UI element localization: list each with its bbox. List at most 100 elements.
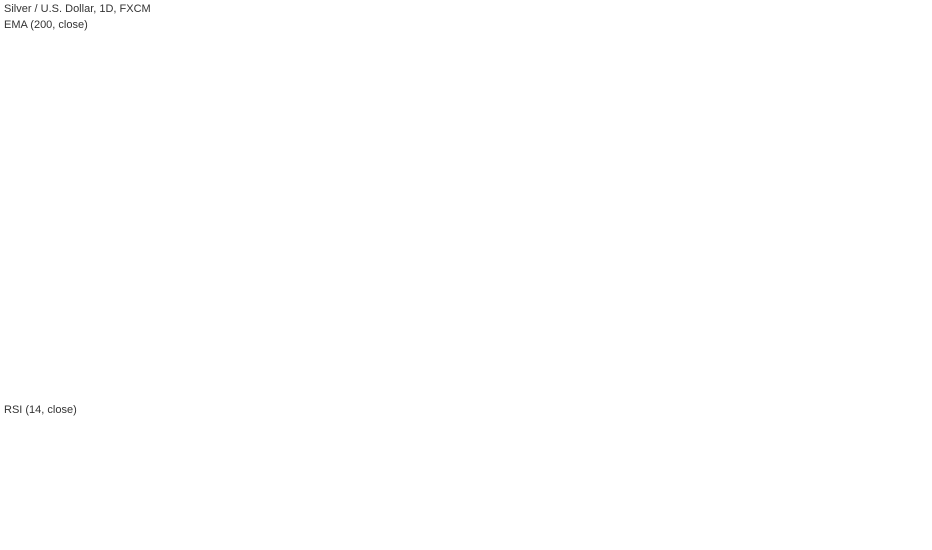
y-tick-label: 15.200 [907,341,932,350]
candle-body [191,191,195,200]
y-tick-label: 15.500 [907,319,932,328]
candle-body [96,339,101,346]
candle-body [56,337,60,346]
candle-body [6,373,11,382]
candle-body [502,127,506,132]
candle-body [281,22,285,61]
candle-body [461,169,465,177]
rsi-legend-label: RSI (14, close) [4,404,77,416]
annotation-label: SL $16.1 [730,271,771,282]
y-tick-label: 14.950 [907,360,932,369]
y-tick-label: 15.800 [907,296,932,305]
candle-body [475,157,479,170]
candle-body [515,169,520,211]
candle-body [178,217,182,248]
x-tick-label: Ma [896,538,909,548]
candle-body [506,131,511,155]
candle-body [38,330,42,342]
candle-body [331,127,335,151]
candle-body [124,255,128,286]
last-price-value: 16.548 [905,240,930,249]
annotation-label-bg [727,194,773,208]
candle-body [542,202,547,211]
candle-body [241,150,245,188]
candle-body [497,127,502,147]
candle-body [142,251,146,256]
x-tick-label: 20 [755,538,765,548]
candle-body [353,105,357,132]
ema-200-line [4,222,613,356]
candle-body [11,356,15,374]
candle-body [547,199,551,203]
candle-body [421,165,425,170]
candle-body [254,112,258,132]
candle-body [403,172,407,188]
candle-body [398,180,402,188]
candle-body [33,330,38,350]
candle-body [51,337,56,340]
rsi-y-tick-label: 60.00 [907,454,928,463]
candle-body [137,240,141,256]
candle-body [101,326,105,340]
rsi-dotted-trendline [505,497,653,521]
rsi-y-tick-label: 80.00 [907,407,928,416]
candle-body [439,157,443,173]
candle-body [83,343,87,357]
candle-body [551,195,556,200]
candle-body [214,180,218,196]
candle-body [389,195,393,215]
candle-body [128,247,132,256]
candle-body [448,184,452,188]
candle-body [74,352,78,365]
candle-body [362,90,366,151]
candle-body [569,199,574,203]
candle-body [326,150,330,170]
candle-body [87,337,92,357]
candle-body [29,343,33,350]
candle-body [592,214,596,216]
candle-body [133,240,137,248]
annotation-label-bg [727,268,771,282]
x-tick-label: 16 [323,538,333,548]
candle-body [380,184,384,203]
candle-body [520,210,524,222]
y-tick-label: 16.800 [907,221,932,230]
x-tick-label: 16 [634,538,644,548]
target-arrow-head [692,158,706,168]
y-tick-label: 19.500 [907,19,932,28]
candle-body [245,150,249,158]
candle-body [335,127,339,136]
candle-body [182,214,186,218]
rsi-band [0,434,902,530]
candle-body [218,180,222,196]
candle-body [155,259,159,263]
candle-body [151,240,155,263]
candle-body [556,195,560,203]
annotation-label: TP1 = $17 [730,197,777,208]
candle-body [587,206,592,215]
rsi-line [3,403,613,524]
candle-body [250,131,254,158]
candle-body [412,165,416,173]
candle-body [47,334,51,340]
candle-body [290,30,294,91]
candle-body [173,247,177,256]
candle-body [560,202,565,207]
candle-body [223,195,227,211]
candle-body [2,381,6,386]
candle-body [313,127,317,136]
candle-body [565,199,569,207]
candle-body [470,169,474,181]
rsi-y-tick-label: 40.00 [907,502,928,511]
candle-body [443,172,447,188]
candle-body [430,165,434,177]
candle-body [268,90,272,106]
x-tick-label: Aug [159,538,175,548]
candle-body [322,165,326,170]
candle-body [164,255,168,278]
candle-body [367,142,371,151]
candle-body [187,199,191,215]
y-tick-label: 18.500 [907,94,932,103]
